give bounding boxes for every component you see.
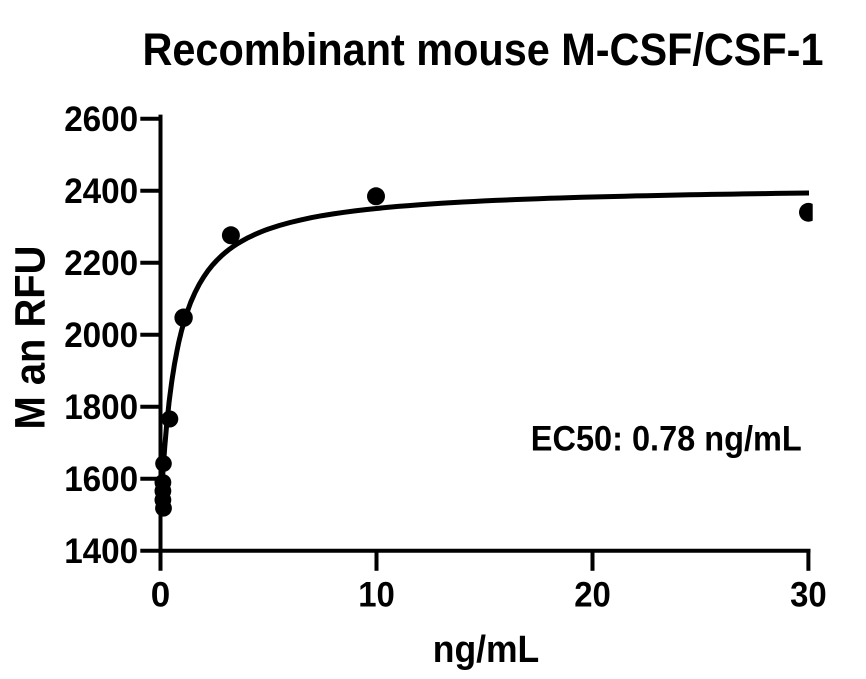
svg-text:EC50: 0.78 ng/mL: EC50: 0.78 ng/mL xyxy=(531,420,802,459)
svg-text:2000: 2000 xyxy=(64,316,138,355)
svg-text:20: 20 xyxy=(574,576,611,615)
svg-text:0: 0 xyxy=(151,576,170,615)
svg-text:2400: 2400 xyxy=(64,172,138,211)
svg-text:1800: 1800 xyxy=(64,388,138,427)
svg-text:Recombinant mouse M-CSF/CSF-1: Recombinant mouse M-CSF/CSF-1 xyxy=(143,24,824,75)
svg-text:1600: 1600 xyxy=(64,460,138,499)
svg-text:30: 30 xyxy=(790,576,827,615)
svg-text:ng/mL: ng/mL xyxy=(433,629,540,671)
svg-text:2600: 2600 xyxy=(64,100,138,139)
svg-text:1400: 1400 xyxy=(64,532,138,571)
svg-text:M an RFU: M an RFU xyxy=(8,246,55,430)
svg-text:10: 10 xyxy=(358,576,395,615)
svg-text:2200: 2200 xyxy=(64,244,138,283)
